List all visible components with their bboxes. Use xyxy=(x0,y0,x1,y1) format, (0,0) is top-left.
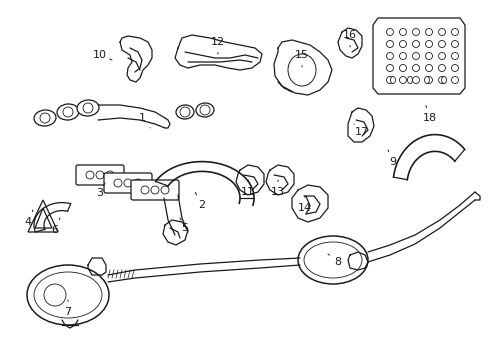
Circle shape xyxy=(399,40,406,48)
Circle shape xyxy=(134,179,142,187)
Circle shape xyxy=(399,28,406,36)
Text: 17: 17 xyxy=(353,124,368,137)
Text: 15: 15 xyxy=(294,50,308,67)
Circle shape xyxy=(386,28,393,36)
Circle shape xyxy=(399,64,406,72)
Circle shape xyxy=(386,40,393,48)
Polygon shape xyxy=(28,200,58,232)
Circle shape xyxy=(63,107,73,117)
Circle shape xyxy=(141,186,149,194)
Ellipse shape xyxy=(34,110,56,126)
Polygon shape xyxy=(35,208,52,228)
Circle shape xyxy=(386,64,393,72)
Ellipse shape xyxy=(196,103,214,117)
Text: 6: 6 xyxy=(51,218,60,235)
Circle shape xyxy=(180,107,190,117)
Circle shape xyxy=(386,77,393,84)
Text: 5: 5 xyxy=(180,218,188,233)
Circle shape xyxy=(412,64,419,72)
Ellipse shape xyxy=(390,77,395,84)
Circle shape xyxy=(386,53,393,59)
Ellipse shape xyxy=(176,105,194,119)
Circle shape xyxy=(86,171,94,179)
Circle shape xyxy=(450,77,458,84)
Text: 14: 14 xyxy=(297,196,311,213)
Circle shape xyxy=(106,171,114,179)
Circle shape xyxy=(412,28,419,36)
Text: 13: 13 xyxy=(270,180,285,197)
Circle shape xyxy=(399,53,406,59)
Text: 18: 18 xyxy=(422,105,436,123)
Circle shape xyxy=(399,77,406,84)
Ellipse shape xyxy=(297,236,367,284)
Circle shape xyxy=(124,179,132,187)
Ellipse shape xyxy=(424,77,428,84)
Text: 8: 8 xyxy=(327,254,341,267)
Text: 12: 12 xyxy=(210,37,224,54)
Ellipse shape xyxy=(407,77,412,84)
Circle shape xyxy=(83,103,93,113)
Circle shape xyxy=(425,53,431,59)
Ellipse shape xyxy=(77,100,99,116)
Circle shape xyxy=(151,186,159,194)
Ellipse shape xyxy=(57,104,79,120)
Circle shape xyxy=(425,64,431,72)
FancyBboxPatch shape xyxy=(104,173,152,193)
Circle shape xyxy=(450,64,458,72)
Circle shape xyxy=(438,53,445,59)
Text: 4: 4 xyxy=(24,210,33,227)
Circle shape xyxy=(114,179,122,187)
Circle shape xyxy=(450,40,458,48)
Circle shape xyxy=(438,40,445,48)
FancyBboxPatch shape xyxy=(76,165,124,185)
Circle shape xyxy=(412,77,419,84)
Circle shape xyxy=(438,77,445,84)
Text: 10: 10 xyxy=(93,50,112,60)
FancyBboxPatch shape xyxy=(131,180,179,200)
Circle shape xyxy=(412,40,419,48)
Circle shape xyxy=(425,28,431,36)
Circle shape xyxy=(425,77,431,84)
Text: 16: 16 xyxy=(342,30,356,47)
Text: 7: 7 xyxy=(64,300,71,317)
Circle shape xyxy=(450,28,458,36)
Circle shape xyxy=(438,28,445,36)
Text: 2: 2 xyxy=(195,193,205,210)
Text: 1: 1 xyxy=(138,113,150,128)
Circle shape xyxy=(438,64,445,72)
Text: 11: 11 xyxy=(241,180,254,197)
Circle shape xyxy=(412,53,419,59)
Ellipse shape xyxy=(441,77,446,84)
Text: 3: 3 xyxy=(96,183,105,198)
Circle shape xyxy=(200,105,209,115)
Text: 9: 9 xyxy=(387,150,396,167)
Circle shape xyxy=(450,53,458,59)
Circle shape xyxy=(96,171,104,179)
Circle shape xyxy=(40,113,50,123)
Polygon shape xyxy=(372,18,464,94)
Ellipse shape xyxy=(27,265,109,325)
Circle shape xyxy=(161,186,169,194)
Circle shape xyxy=(425,40,431,48)
